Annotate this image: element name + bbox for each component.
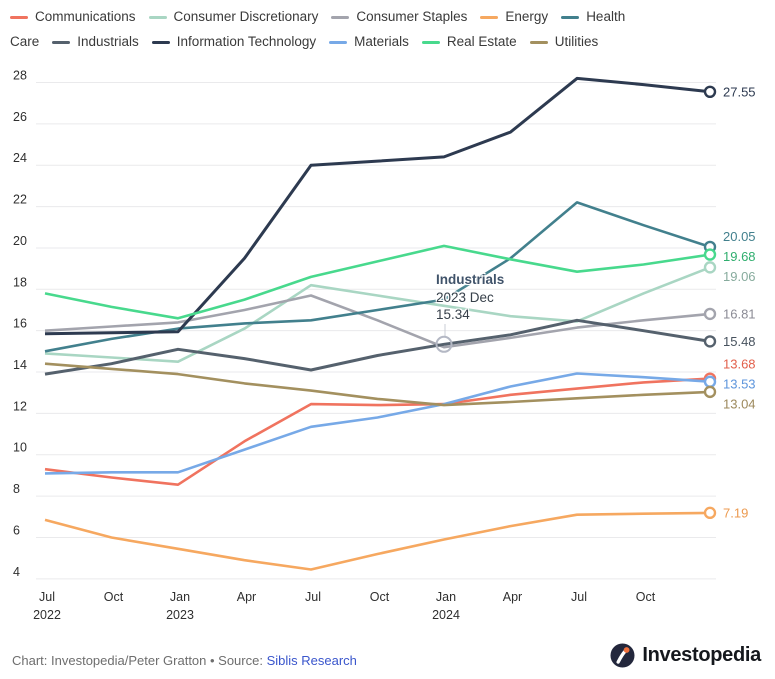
investopedia-logo-icon (610, 643, 635, 668)
y-axis-label: 18 (13, 275, 27, 289)
end-value-label: 13.53 (723, 377, 756, 392)
end-marker-utilities[interactable] (703, 385, 717, 399)
series-line-materials[interactable] (44, 372, 711, 475)
y-axis-label: 6 (13, 523, 20, 537)
legend-label: Energy (505, 9, 549, 24)
x-axis-month-label: Jul (39, 590, 55, 604)
legend-swatch-communications (10, 15, 28, 19)
series-line-real-estate[interactable] (44, 244, 711, 320)
tooltip-value: 15.34 (436, 307, 470, 322)
x-axis-year-label: 2022 (33, 608, 61, 622)
x-axis-month-label: Oct (104, 590, 124, 604)
y-axis-label: 26 (13, 110, 27, 124)
legend-swatch-materials (329, 40, 348, 44)
end-value-label: 16.81 (723, 306, 756, 321)
legend-swatch-real-estate (421, 40, 440, 44)
legend-label: Real Estate (446, 34, 517, 49)
legend-item-communications[interactable]: Communications (10, 9, 136, 24)
series-line-consumer-staples[interactable] (44, 294, 711, 349)
credit-text: Chart: Investopedia/Peter Gratton • Sour… (12, 653, 267, 668)
y-axis-label: 16 (13, 317, 27, 331)
x-axis-year-label: 2023 (166, 608, 194, 622)
legend-label: Communications (35, 9, 136, 24)
legend-label: Consumer Staples (356, 9, 468, 24)
investopedia-brand: Investopedia (610, 643, 761, 668)
y-axis-label: 22 (13, 193, 27, 207)
series-line-utilities[interactable] (44, 362, 711, 407)
legend-label: Health (586, 9, 626, 24)
legend-label: Information Technology (176, 34, 317, 49)
legend-swatch-information-technology (151, 40, 170, 44)
legend-swatch-energy (480, 15, 499, 19)
legend-item-consumer-staples[interactable]: Consumer Staples (331, 9, 467, 24)
y-axis-label: 14 (13, 358, 27, 372)
tooltip-date: 2023 Dec (436, 289, 494, 305)
end-marker-real-estate[interactable] (703, 248, 717, 261)
series-line-consumer-discretionary[interactable] (44, 266, 711, 364)
end-marker-consumer-staples[interactable] (703, 307, 717, 321)
legend-swatch-consumer-discretionary (148, 15, 167, 19)
legend-swatch-utilities (529, 40, 548, 44)
hover-tooltip: Industrials 2023 Dec 15.34 (436, 271, 504, 324)
x-axis-month-label: Jan (170, 590, 190, 604)
y-axis-label: 20 (13, 234, 27, 248)
source-link[interactable]: Siblis Research (266, 653, 357, 668)
series-line-information-technology[interactable] (44, 76, 711, 336)
legend-item-utilities[interactable]: Utilities (529, 34, 599, 49)
end-marker-consumer-discretionary[interactable] (703, 261, 717, 274)
end-value-label: 13.68 (723, 357, 756, 372)
x-axis-year-label: 2024 (432, 608, 460, 622)
investopedia-wordmark: Investopedia (642, 644, 761, 666)
end-value-label: 19.68 (723, 249, 756, 264)
legend-item-energy[interactable]: Energy (480, 9, 548, 24)
legend-swatch-health-care (561, 15, 580, 19)
end-value-label: 15.48 (723, 334, 756, 349)
end-value-label: 19.06 (723, 269, 756, 284)
end-marker-energy[interactable] (703, 506, 717, 520)
tooltip-series-name: Industrials (436, 272, 505, 287)
x-axis-month-label: Jan (436, 590, 456, 604)
y-axis-label: 8 (13, 482, 20, 496)
legend-swatch-consumer-staples (331, 15, 350, 19)
series-line-industrials[interactable] (44, 318, 711, 376)
y-axis-label: 28 (13, 69, 27, 83)
hover-marker (435, 335, 453, 353)
legend-item-industrials[interactable]: Industrials (52, 34, 139, 49)
end-marker-materials[interactable] (703, 375, 717, 388)
x-axis-month-label: Oct (636, 590, 656, 604)
series-line-energy[interactable] (44, 511, 711, 571)
legend-item-consumer-discretionary[interactable]: Consumer Discretionary (148, 9, 319, 24)
chart-legend: Communications Consumer Discretionary Cons… (10, 4, 658, 54)
legend-item-real-estate[interactable]: Real Estate (421, 34, 517, 49)
end-value-label: 20.05 (723, 229, 756, 244)
legend-label: Materials (354, 34, 409, 49)
legend-label: Industrials (77, 34, 139, 49)
series-line-health-care[interactable] (44, 201, 711, 353)
x-axis-month-label: Jul (571, 590, 587, 604)
y-axis-label: 24 (13, 151, 27, 165)
chart-credit: Chart: Investopedia/Peter Gratton • Sour… (12, 653, 357, 668)
x-axis-month-label: Oct (370, 590, 390, 604)
legend-label-care: Care (10, 34, 40, 49)
y-axis-label: 12 (13, 399, 27, 413)
y-axis-label: 10 (13, 441, 27, 455)
x-axis-month-label: Jul (305, 590, 321, 604)
y-axis-label: 4 (13, 565, 20, 579)
legend-item-materials[interactable]: Materials (329, 34, 409, 49)
legend-swatch-industrials (52, 40, 71, 44)
legend-label: Utilities (554, 34, 599, 49)
x-axis-month-label: Apr (503, 590, 522, 604)
end-marker-industrials[interactable] (703, 335, 717, 348)
end-marker-information-technology[interactable] (703, 85, 717, 99)
legend-label: Consumer Discretionary (173, 9, 319, 24)
series-line-communications[interactable] (44, 377, 711, 487)
x-axis-month-label: Apr (237, 590, 256, 604)
end-value-label: 13.04 (723, 397, 756, 412)
legend-item-information-technology[interactable]: Information Technology (151, 34, 317, 49)
end-value-label: 7.19 (723, 505, 748, 520)
legend-item-health-care[interactable]: Health (561, 9, 625, 24)
end-value-label: 27.55 (723, 84, 756, 99)
